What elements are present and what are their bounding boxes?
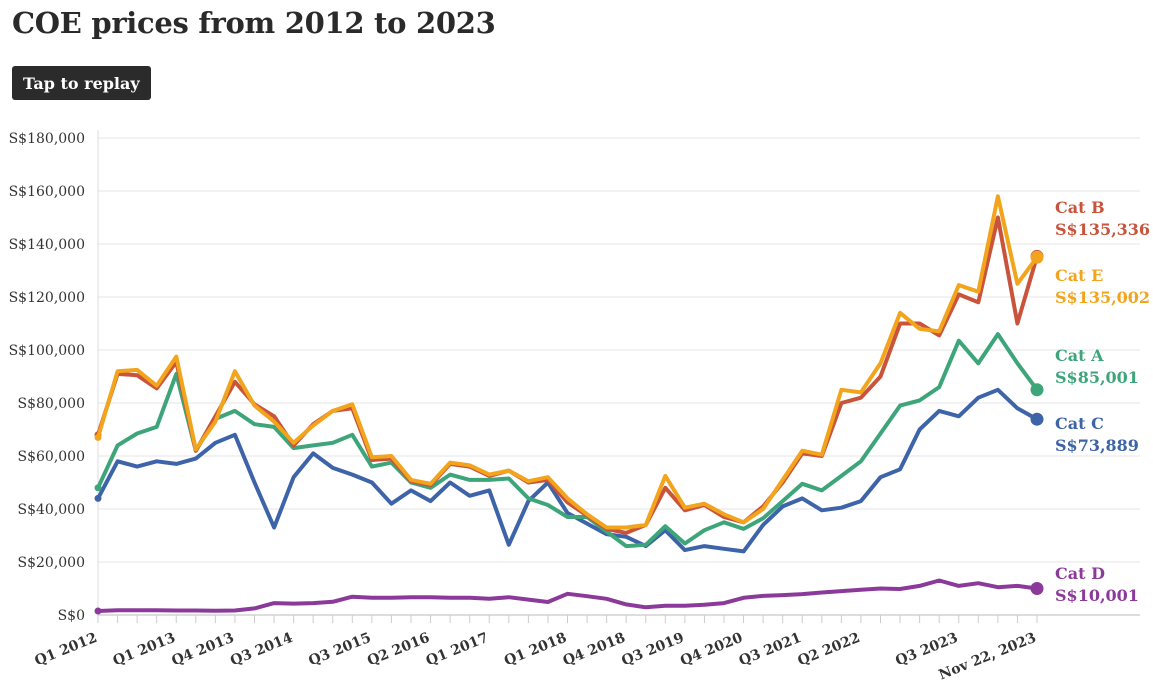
x-tick-label: Q4 2013 bbox=[169, 630, 236, 669]
series-name-cat-a: Cat A bbox=[1055, 346, 1104, 365]
y-tick-label: S$40,000 bbox=[18, 502, 85, 518]
y-tick-label: S$0 bbox=[58, 608, 85, 624]
x-tick-label: Q1 2018 bbox=[502, 630, 569, 669]
start-marker-cat-a bbox=[94, 484, 102, 492]
y-tick-label: S$80,000 bbox=[18, 396, 85, 412]
y-tick-label: S$160,000 bbox=[9, 184, 85, 200]
end-marker-cat-a bbox=[1030, 383, 1044, 397]
y-tick-label: S$120,000 bbox=[9, 290, 85, 306]
y-tick-label: S$140,000 bbox=[9, 237, 85, 253]
series-value-cat-a: S$85,001 bbox=[1055, 368, 1139, 387]
x-tick-label: Q2 2016 bbox=[365, 630, 432, 669]
series-name-cat-c: Cat C bbox=[1055, 414, 1104, 433]
series-line-cat-e bbox=[96, 194, 1039, 530]
y-axis-ticks: S$0 S$20,000 S$40,000 S$60,000 S$80,000 S$100… bbox=[9, 131, 85, 624]
start-marker-cat-e bbox=[94, 433, 102, 441]
y-tick-label: S$180,000 bbox=[9, 131, 85, 147]
end-marker-cat-e bbox=[1030, 250, 1044, 264]
x-tick-label: Q3 2015 bbox=[306, 630, 373, 669]
series-line-cat-c bbox=[96, 387, 1039, 554]
x-tick-label: Q4 2018 bbox=[561, 630, 628, 669]
x-tick-label: Q3 2019 bbox=[619, 630, 686, 669]
x-tick-label: Q4 2020 bbox=[678, 630, 745, 670]
series-name-cat-b: Cat B bbox=[1055, 198, 1105, 217]
series-line-cat-a bbox=[96, 332, 1039, 549]
x-tick-label: Q2 2022 bbox=[795, 630, 862, 669]
replay-button[interactable]: Tap to replay bbox=[12, 66, 151, 100]
series-value-cat-b: S$135,336 bbox=[1055, 220, 1150, 239]
series-value-cat-d: S$10,001 bbox=[1055, 586, 1139, 605]
y-tick-label: S$20,000 bbox=[18, 555, 85, 571]
start-marker-cat-d bbox=[94, 607, 102, 615]
x-tick-label: Q3 2021 bbox=[737, 630, 804, 669]
y-tick-label: S$100,000 bbox=[9, 343, 85, 359]
chart-title: COE prices from 2012 to 2023 bbox=[12, 6, 496, 40]
series-lines bbox=[94, 194, 1044, 615]
x-tick-label: Q1 2012 bbox=[33, 630, 100, 669]
x-tick-label: Q3 2014 bbox=[228, 630, 295, 670]
x-tick-label: Q1 2017 bbox=[424, 630, 491, 669]
x-tick-label: Q1 2013 bbox=[111, 630, 178, 669]
series-value-cat-c: S$73,889 bbox=[1055, 436, 1139, 455]
series-value-cat-e: S$135,002 bbox=[1055, 288, 1150, 307]
series-line-cat-d bbox=[96, 578, 1039, 613]
series-end-labels: Cat D S$10,001 Cat C S$73,889 Cat A S$85,001 C… bbox=[1055, 198, 1150, 605]
start-marker-cat-c bbox=[94, 494, 102, 502]
end-marker-cat-d bbox=[1030, 581, 1044, 595]
end-marker-cat-c bbox=[1030, 412, 1044, 426]
y-tick-label: S$60,000 bbox=[18, 449, 85, 465]
series-name-cat-e: Cat E bbox=[1055, 266, 1103, 285]
series-name-cat-d: Cat D bbox=[1055, 564, 1105, 583]
